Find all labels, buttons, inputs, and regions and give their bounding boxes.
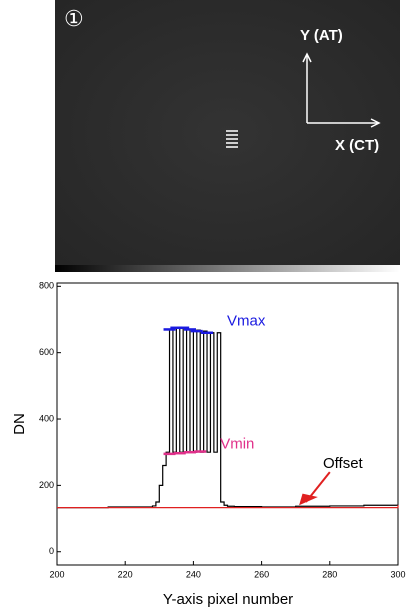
offset-label: Offset	[323, 455, 364, 472]
vmin-label: Vmin	[220, 436, 254, 453]
y-tick-label: 800	[39, 281, 54, 291]
x-tick-label: 260	[254, 569, 269, 579]
vmax-label: Vmax	[227, 313, 266, 330]
page: ① Y (AT) X (CT) Y-axis pixel number DN 2…	[0, 0, 407, 612]
data-line	[57, 328, 398, 508]
x-axis-label: Y-axis pixel number	[163, 591, 293, 608]
y-direction-label: Y (AT)	[300, 27, 343, 44]
x-tick-label: 280	[322, 569, 337, 579]
x-direction-label: X (CT)	[335, 137, 379, 154]
y-axis-label: DN	[11, 413, 28, 435]
x-tick-label: 200	[49, 569, 64, 579]
sensor-image	[55, 0, 400, 265]
x-tick-label: 300	[390, 569, 405, 579]
figure: ① Y (AT) X (CT) Y-axis pixel number DN 2…	[0, 0, 407, 612]
x-tick-label: 220	[118, 569, 133, 579]
gray-scale-bar	[55, 265, 400, 272]
x-tick-label: 240	[186, 569, 201, 579]
offset-arrowhead	[299, 494, 318, 506]
image-marker: ①	[64, 6, 84, 31]
y-tick-label: 600	[39, 347, 54, 357]
y-tick-label: 200	[39, 480, 54, 490]
y-tick-label: 400	[39, 413, 54, 423]
y-tick-label: 0	[49, 546, 54, 556]
